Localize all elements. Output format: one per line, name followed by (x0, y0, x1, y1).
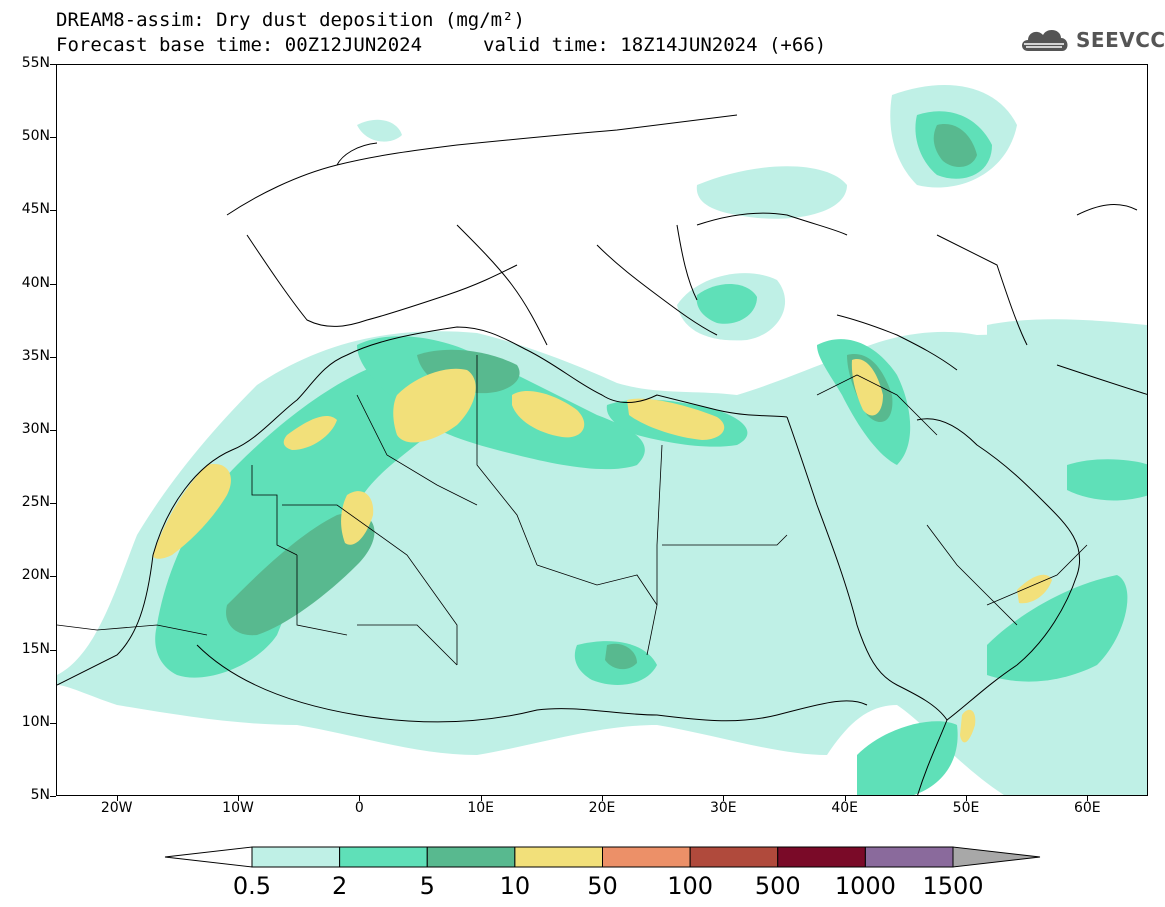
longitude-label: 10E (467, 800, 494, 816)
longitude-label: 20W (100, 800, 133, 816)
colorbar-label: 1000 (834, 872, 896, 900)
colorbar-label: 50 (587, 872, 618, 900)
longitude-label: 10W (222, 800, 254, 816)
colorbar-label: 10 (499, 872, 531, 900)
longitude-tick (359, 796, 361, 801)
dust-map (57, 85, 1147, 795)
longitude-label: 30E (709, 800, 737, 816)
map-area (56, 64, 1148, 796)
deposition-10-50 (153, 359, 1052, 743)
latitude-label: 50N (21, 128, 50, 145)
latitude-tick (50, 137, 56, 139)
longitude-label: 40E (831, 800, 858, 816)
latitude-tick (50, 796, 56, 797)
cloud-icon (1022, 29, 1068, 51)
latitude-label: 15N (21, 640, 50, 657)
colorbar-swatch (514, 846, 603, 868)
latitude-tick (50, 649, 56, 651)
colorbar-label: 5 (419, 872, 435, 900)
longitude-tick (238, 796, 239, 801)
colorbar-swatch (864, 846, 954, 868)
longitude-tick (966, 796, 967, 801)
longitude-tick (602, 796, 603, 801)
longitude-tick (116, 796, 118, 801)
colorbar-swatch (602, 846, 691, 868)
colorbar-label: 2 (331, 872, 348, 900)
longitude-label: 0 (354, 800, 364, 816)
colorbar-swatch (251, 846, 341, 868)
latitude-label: 30N (21, 421, 50, 437)
longitude-tick (1087, 796, 1089, 801)
seevccc-logo: SEEVCCC (1018, 22, 1165, 58)
longitude-label: 50E (952, 800, 980, 816)
longitude-tick (480, 796, 482, 801)
colorbar-label: 0.5 (232, 872, 272, 900)
latitude-label: 20N (21, 567, 50, 584)
latitude-tick (50, 210, 56, 212)
longitude-tick (723, 796, 725, 801)
latitude-label: 55N (21, 55, 50, 71)
forecast-base-time: Forecast base time: 00Z12JUN2024 (56, 34, 423, 56)
colorbar-over-arrow (952, 846, 1041, 868)
latitude-label: 40N (21, 274, 50, 291)
latitude-tick (50, 430, 56, 431)
latitude-tick (50, 283, 56, 285)
latitude-label: 25N (21, 494, 50, 511)
latitude-label: 45N (21, 201, 50, 218)
colorbar-label: 100 (667, 872, 714, 900)
latitude-label: 5N (30, 787, 50, 803)
latitude-tick (50, 356, 56, 358)
colorbar-under-arrow (164, 846, 253, 868)
longitude-label: 60E (1073, 800, 1101, 816)
longitude-tick (844, 796, 846, 801)
coastlines (57, 114, 1147, 795)
longitude-label: 20E (588, 800, 616, 816)
colorbar-swatch (339, 846, 428, 868)
colorbar-label: 1500 (922, 872, 984, 900)
latitude-tick (50, 576, 56, 578)
valid-time: valid time: 18Z14JUN2024 (+66) (483, 34, 827, 56)
latitude-tick (50, 503, 56, 505)
latitude-tick (50, 722, 56, 724)
latitude-tick (50, 64, 56, 65)
latitude-label: 10N (21, 713, 50, 730)
colorbar-swatch (426, 846, 516, 868)
latitude-label: 35N (21, 347, 50, 364)
logo-text: SEEVCCC (1076, 28, 1165, 52)
colorbar-swatch (689, 846, 779, 868)
country-borders (57, 355, 1088, 666)
map-title: DREAM8-assim: Dry dust deposition (mg/m²… (56, 9, 525, 31)
colorbar-label: 500 (754, 872, 801, 900)
colorbar-swatch (777, 846, 866, 868)
